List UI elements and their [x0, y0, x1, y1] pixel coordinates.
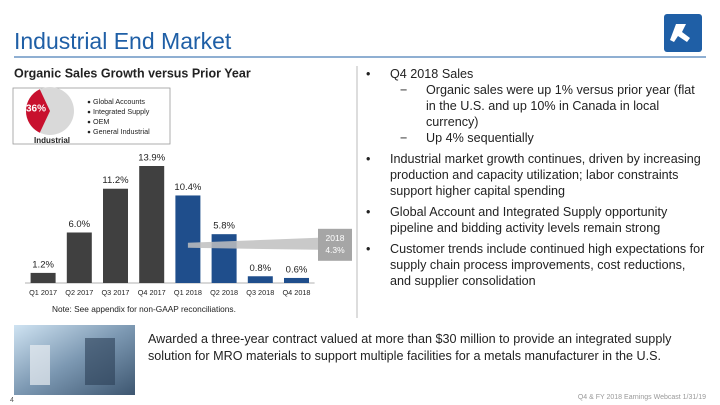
photo-detail — [85, 338, 115, 385]
value-label: 5.8% — [213, 221, 235, 232]
value-label: 13.9% — [138, 153, 165, 164]
legend-bullet — [87, 100, 91, 104]
bullet: Q4 2018 SalesOrganic sales were up 1% ve… — [364, 66, 708, 146]
value-label: 0.6% — [286, 264, 308, 275]
annotation-value: 4.3% — [325, 245, 345, 255]
annotation-box — [318, 228, 352, 261]
footer: Q4 & FY 2018 Earnings Webcast 1/31/19 — [577, 394, 706, 401]
annotation-label: 2018 — [326, 233, 345, 243]
bullet: Customer trends include continued high e… — [364, 241, 708, 289]
bar — [30, 272, 56, 283]
legend-bullet — [87, 130, 91, 134]
value-label: 10.4% — [174, 182, 201, 193]
x-tick-label: Q1 2018 — [174, 288, 202, 297]
legend-item: Integrated Supply — [93, 107, 150, 116]
bar — [284, 277, 309, 283]
sub-bullet: Up 4% sequentially — [390, 130, 708, 146]
bar — [66, 232, 92, 283]
value-label: 6.0% — [68, 219, 90, 230]
bar — [175, 195, 201, 283]
legend-item: OEM — [93, 117, 109, 126]
pie-slice — [25, 89, 50, 133]
value-label: 1.2% — [32, 259, 54, 270]
bullet-text: Global Account and Integrated Supply opp… — [390, 205, 668, 235]
legend-item: General Industrial — [93, 127, 150, 136]
segment-label: Industrial — [34, 136, 70, 145]
bullet-text: Industrial market growth continues, driv… — [390, 152, 701, 198]
bullet-text: Customer trends include continued high e… — [390, 242, 705, 288]
legend-item: Global Accounts — [93, 97, 145, 106]
chart-note: Note: See appendix for non-GAAP reconcil… — [52, 304, 236, 314]
value-label: 0.8% — [249, 263, 271, 274]
x-tick-label: Q2 2017 — [65, 288, 93, 297]
bullet: Global Account and Integrated Supply opp… — [364, 204, 708, 236]
x-tick-label: Q2 2018 — [210, 288, 238, 297]
x-tick-label: Q3 2018 — [246, 288, 274, 297]
x-tick-label: Q3 2017 — [102, 288, 130, 297]
sub-bullet: Organic sales were up 1% versus prior ye… — [390, 82, 708, 130]
bullet-text: Q4 2018 Sales — [390, 67, 474, 81]
bullet: Industrial market growth continues, driv… — [364, 151, 708, 199]
slide-title: Industrial End Market — [14, 28, 232, 54]
average-band — [187, 237, 318, 250]
bar — [247, 276, 273, 283]
page-number: 4 — [10, 397, 14, 404]
x-tick-label: Q4 2017 — [138, 288, 166, 297]
x-tick-label: Q1 2017 — [29, 288, 57, 297]
logo-figure — [670, 24, 690, 42]
x-tick-label: Q4 2018 — [283, 288, 311, 297]
legend-bullet — [87, 110, 91, 114]
sub-bullet-list: Organic sales were up 1% versus prior ye… — [390, 82, 708, 146]
bar — [139, 166, 165, 283]
chart-title: Organic Sales Growth versus Prior Year — [14, 66, 251, 80]
legend-bullet — [87, 120, 91, 124]
award-text: Awarded a three-year contract valued at … — [148, 332, 672, 363]
bar — [103, 188, 128, 283]
pie-label: 36% — [26, 104, 46, 115]
bullet-list: Q4 2018 SalesOrganic sales were up 1% ve… — [364, 66, 708, 294]
value-label: 11.2% — [102, 175, 129, 186]
photo-detail — [30, 345, 50, 385]
